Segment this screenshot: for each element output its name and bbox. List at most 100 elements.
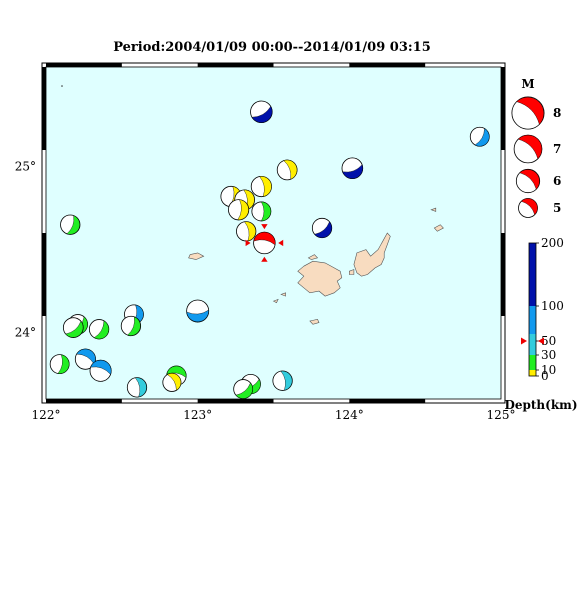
beachball-compression <box>342 164 363 179</box>
beachball-compression <box>259 176 272 197</box>
beachball <box>60 214 81 235</box>
island <box>188 252 205 260</box>
depth-scale-label: 10 <box>541 363 556 377</box>
frame-bar-right <box>501 233 505 316</box>
depth-scale-frame <box>528 242 537 377</box>
beachball <box>311 217 333 239</box>
frame-bar-bottom <box>46 399 122 403</box>
selected-event-marker <box>261 224 268 230</box>
depth-color-band <box>529 334 536 355</box>
map-title: Period:2004/01/09 00:00--2014/01/09 03:1… <box>113 40 431 55</box>
beachball-compression <box>519 169 540 190</box>
frame-bar-top <box>46 63 122 67</box>
island <box>433 224 444 232</box>
depth-scale-label: 100 <box>541 299 564 313</box>
beachball-compression <box>166 373 182 391</box>
beachball <box>513 134 543 164</box>
beachball <box>469 126 490 147</box>
beachball <box>62 317 84 338</box>
beachball-compression <box>244 221 256 242</box>
island <box>272 298 279 304</box>
beachball-compression <box>517 134 543 160</box>
selected-event-marker <box>261 256 268 262</box>
depth-marker-right <box>538 337 544 345</box>
beachball <box>162 372 182 392</box>
magnitude-legend: 8 7 6 5 <box>511 96 561 218</box>
latitude-tick-label: 25° <box>15 160 36 174</box>
beachball <box>251 201 272 222</box>
beachball-compression <box>280 370 293 391</box>
beachball <box>186 299 210 323</box>
island <box>297 260 343 297</box>
frame-bar-top <box>349 63 426 67</box>
beachball-compression <box>66 215 80 235</box>
beachball-compression <box>235 382 253 399</box>
frame-bar-bottom <box>349 399 426 403</box>
map-border-ticks <box>42 63 505 403</box>
selected-event-marker <box>245 239 251 247</box>
beachball <box>253 231 276 255</box>
depth-color-band <box>529 370 536 376</box>
islands <box>61 85 444 325</box>
depth-scale-label: 50 <box>541 334 556 348</box>
beachball-compression <box>314 221 332 238</box>
longitude-tick-label: 123° <box>183 408 212 422</box>
island <box>309 318 320 325</box>
depth-legend-title: Depth(km) <box>504 398 577 412</box>
latitude-tick-labels: 25° 24° <box>15 160 36 340</box>
beachball <box>89 359 112 382</box>
beachball-compression <box>520 198 538 216</box>
beachball-compression <box>251 106 273 123</box>
island <box>353 232 391 277</box>
earthquake-events <box>49 100 490 399</box>
frame-bar-bottom <box>197 399 274 403</box>
beachball <box>236 221 257 242</box>
beachball-compression <box>57 354 70 374</box>
beachball-compression <box>237 199 249 221</box>
island <box>307 254 319 260</box>
longitude-tick-label: 124° <box>335 408 364 422</box>
beachball-compression <box>76 348 96 365</box>
beachball <box>511 96 545 130</box>
beachball <box>228 199 250 221</box>
beachball-compression <box>253 231 276 246</box>
beachball <box>120 315 142 337</box>
longitude-tick-label: 125° <box>487 408 516 422</box>
frame-bar-right <box>501 67 505 150</box>
island <box>280 292 286 297</box>
beachball-compression <box>90 359 112 375</box>
beachball-compression <box>134 377 147 398</box>
depth-color-band <box>529 243 536 306</box>
beachball <box>272 370 293 391</box>
beachball <box>49 354 70 375</box>
beachball-compression <box>283 159 298 180</box>
ocean-area <box>45 66 502 400</box>
longitude-tick-labels: 122° 123° 124° 125° <box>32 408 516 422</box>
beachball-compression <box>127 316 141 336</box>
beachball-compression <box>166 365 187 378</box>
island <box>430 207 437 212</box>
beachball-compression <box>186 309 209 322</box>
magnitude-legend-label: 5 <box>553 201 561 215</box>
depth-scale-label: 30 <box>541 348 556 362</box>
depth-scale-label: 200 <box>541 236 564 250</box>
island <box>348 269 355 275</box>
frame-bar-top <box>197 63 274 67</box>
beachball <box>126 377 148 398</box>
magnitude-legend-title: M <box>521 77 534 91</box>
frame-bar-left <box>42 233 46 316</box>
depth-scale-label: 0 <box>541 369 549 383</box>
beachball-compression <box>93 320 110 340</box>
beachball <box>250 100 273 124</box>
beachball-compression <box>65 320 84 338</box>
selected-event-marker <box>278 239 284 247</box>
frame-bar-left <box>42 67 46 150</box>
depth-marker-left <box>521 337 527 345</box>
magnitude-legend-label: 7 <box>553 142 561 156</box>
longitude-tick-label: 122° <box>32 408 61 422</box>
beachball-compression <box>261 201 272 222</box>
beachball <box>250 175 272 198</box>
beachball <box>233 379 254 399</box>
